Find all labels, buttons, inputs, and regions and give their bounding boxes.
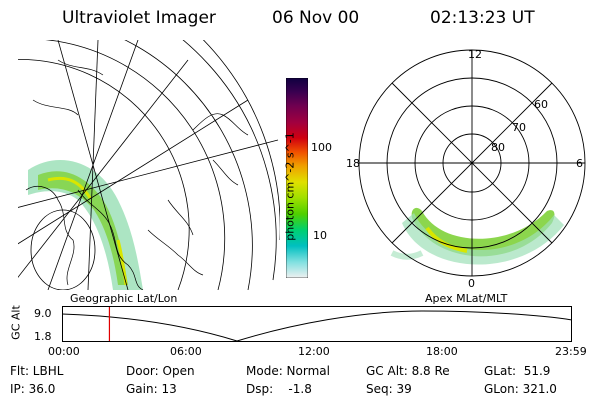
param-filter: Flt: LBHL [10,364,64,378]
mlt-diagonal-2 [391,82,553,244]
instrument-title: Ultraviolet Imager [62,8,216,28]
mlt-label-6: 6 [576,157,583,170]
colorbar-units-label: photon cm^-2 s^-1 [283,132,297,241]
timeline-xtick-1: 06:00 [170,345,202,358]
param-seq: Seq: 39 [366,382,412,396]
param-dsp: Dsp: -1.8 [246,382,312,396]
timeline-xtick-4: 23:59 [555,345,587,358]
timeline-ytick-top: 9.0 [34,307,52,320]
colorbar-tick-10: 10 [313,229,327,242]
timeline-plot [62,306,572,342]
colorbar-tick-100: 100 [311,141,332,154]
altitude-curve [62,310,572,342]
longitude-lines [18,40,279,290]
timeline-xtick-3: 18:00 [426,345,458,358]
param-gain: Gain: 13 [126,382,177,396]
param-glon: GLon: 321.0 [484,382,557,396]
timeline-xtick-0: 00:00 [48,345,80,358]
param-glat: GLat: 51.9 [484,364,551,378]
geographic-map [18,40,280,290]
date-label: 06 Nov 00 [272,8,360,28]
geo-caption: Geographic Lat/Lon [70,292,178,305]
mlt-label-0: 0 [468,277,475,290]
param-gc-alt: GC Alt: 8.8 Re [366,364,450,378]
color-scale-bar [286,78,308,278]
map-ellipse [30,209,96,290]
timeline-xtick-2: 12:00 [298,345,330,358]
coastlines [25,59,249,290]
mlt-label-18: 18 [346,157,360,170]
param-door: Door: Open [126,364,195,378]
polar-caption: Apex MLat/MLT [425,292,508,305]
timeline-ytick-bottom: 1.8 [34,330,52,343]
polar-plot [358,49,586,277]
mlat-label-70: 70 [512,121,526,134]
timeline-axis-label: GC Alt [9,305,23,340]
mlt-label-12: 12 [468,48,482,61]
latitude-circles [18,40,280,290]
param-mode: Mode: Normal [246,364,330,378]
param-ip: IP: 36.0 [10,382,56,396]
time-label: 02:13:23 UT [430,8,535,28]
mlat-label-80: 80 [491,141,505,154]
mlat-label-60: 60 [534,98,548,111]
